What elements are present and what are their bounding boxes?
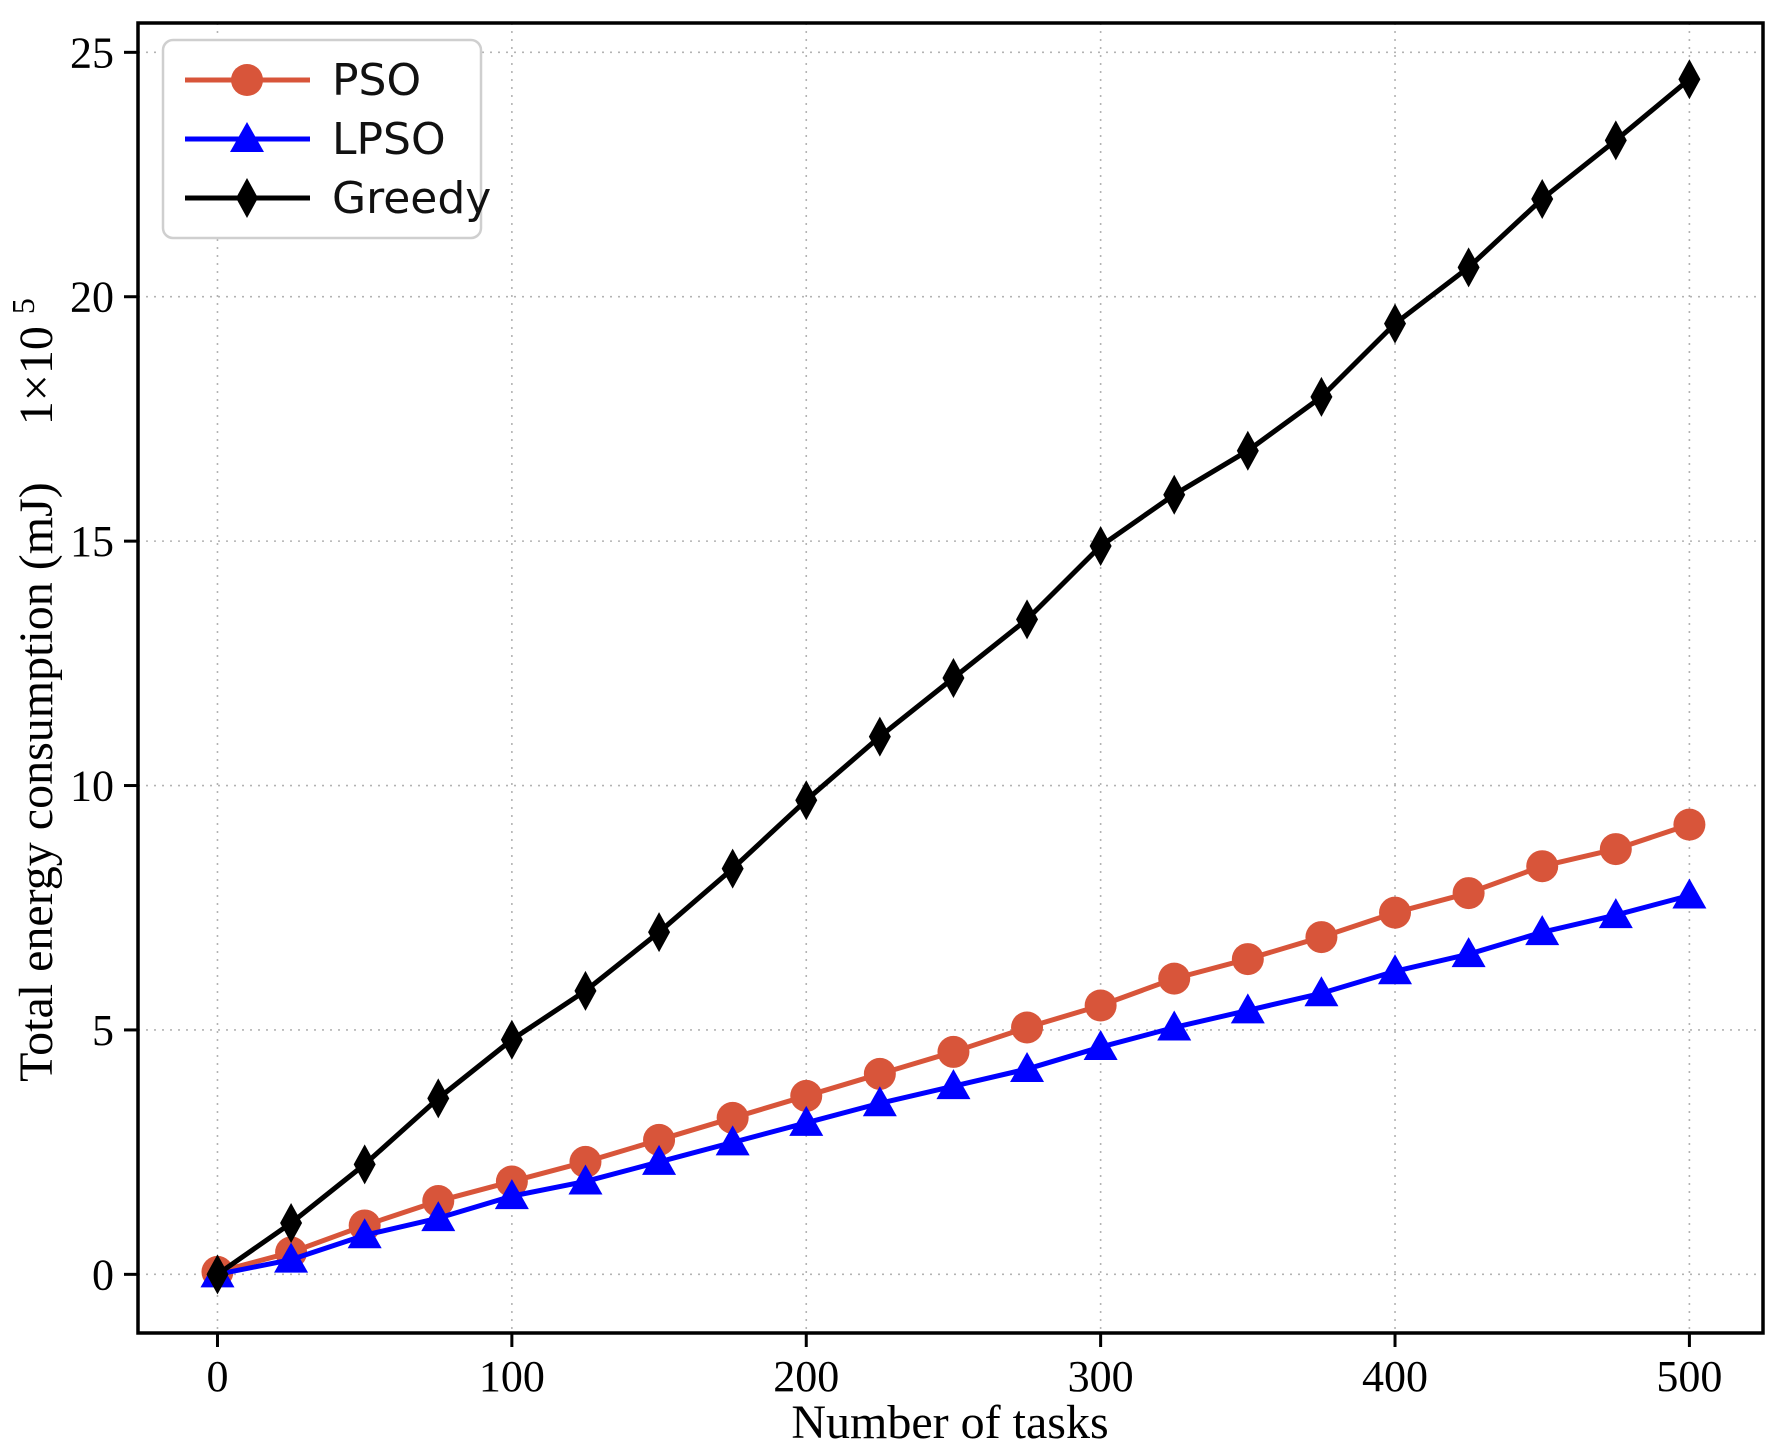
x-tick-label: 100: [479, 1352, 545, 1401]
series-marker-lpso: [1010, 1052, 1045, 1083]
series-marker-greedy: [280, 1203, 303, 1244]
series-marker-lpso: [1378, 954, 1413, 985]
x-tick-label: 0: [206, 1352, 228, 1401]
series-marker-greedy: [1678, 59, 1701, 100]
legend-label-greedy: Greedy: [332, 173, 491, 224]
y-axis-scale-exponent: 5: [5, 298, 41, 314]
y-axis-label-text: Total energy consumption (mJ): [10, 482, 63, 1082]
series-marker-lpso: [715, 1125, 750, 1156]
series-marker-lpso: [1083, 1030, 1118, 1061]
plot-frame: [136, 21, 1765, 1335]
series-marker-greedy: [1457, 247, 1480, 288]
series-marker-pso: [1084, 989, 1117, 1022]
y-tick-label: 25: [70, 28, 114, 77]
x-tick-label: 500: [1656, 1352, 1722, 1401]
series-marker-pso: [1011, 1011, 1044, 1044]
series-marker-greedy: [868, 716, 891, 757]
x-tick-label: 200: [773, 1352, 839, 1401]
series-marker-greedy: [206, 1254, 229, 1295]
series-marker-lpso: [421, 1201, 456, 1232]
series-marker-greedy: [1163, 474, 1186, 515]
series-marker-pso: [1379, 896, 1412, 929]
series-marker-lpso: [936, 1069, 971, 1100]
legend-marker-greedy: [236, 178, 258, 218]
series-marker-pso: [1305, 921, 1338, 954]
legend-label-pso: PSO: [332, 55, 421, 106]
series-marker-greedy: [648, 912, 671, 953]
series-marker-lpso: [1598, 898, 1633, 929]
series-marker-pso: [1452, 877, 1485, 910]
series-marker-lpso: [274, 1242, 309, 1273]
y-tick-label: 20: [70, 273, 114, 322]
series-marker-greedy: [795, 780, 818, 821]
series-marker-greedy: [1531, 178, 1554, 219]
series-marker-pso: [863, 1057, 896, 1090]
series-marker-pso: [1158, 962, 1191, 995]
series-marker-lpso: [862, 1086, 897, 1117]
series-marker-lpso: [347, 1218, 382, 1249]
series-marker-greedy: [574, 970, 597, 1011]
y-tick-label: 0: [92, 1250, 114, 1299]
series-marker-lpso: [1451, 937, 1486, 968]
series-marker-lpso: [1230, 993, 1265, 1024]
x-tick-label: 400: [1362, 1352, 1428, 1401]
axis-ticks: 0 100 200 300 400 500 0 5 10 15 20 25: [70, 28, 1722, 1401]
series-marker-greedy: [500, 1019, 523, 1060]
legend-marker-pso: [231, 64, 263, 96]
legend: PSO LPSO Greedy: [161, 38, 491, 240]
series-marker-greedy: [353, 1144, 376, 1185]
series-marker-greedy: [427, 1078, 450, 1119]
series-marker-lpso: [642, 1144, 677, 1175]
series-marker-greedy: [721, 848, 744, 889]
series-marker-greedy: [1310, 376, 1333, 417]
series-marker-pso: [1599, 833, 1632, 866]
x-tick-label: 300: [1068, 1352, 1134, 1401]
series-marker-pso: [1231, 943, 1264, 976]
series-marker-pso: [422, 1185, 455, 1218]
series-marker-lpso: [1304, 976, 1339, 1007]
series-marker-greedy: [1604, 120, 1627, 161]
series-marker-greedy: [942, 658, 965, 698]
series-marker-pso: [1673, 808, 1706, 841]
y-axis-scale-base: 1×10: [10, 326, 63, 425]
y-tick-label: 5: [92, 1006, 114, 1055]
series-marker-lpso: [494, 1179, 529, 1210]
series-marker-greedy: [1089, 526, 1112, 567]
legend-marker-lpso: [230, 122, 264, 152]
series-marker-lpso: [1525, 915, 1560, 946]
series-marker-lpso: [1157, 1010, 1192, 1041]
y-axis-label: Total energy consumption (mJ) 1×10 5: [5, 298, 63, 1082]
data-series: [200, 59, 1707, 1295]
legend-label-lpso: LPSO: [332, 114, 446, 165]
series-marker-pso: [1526, 850, 1559, 883]
series-marker-pso: [716, 1101, 749, 1134]
series-marker-pso: [643, 1123, 676, 1156]
series-marker-pso: [790, 1079, 823, 1112]
series-marker-lpso: [789, 1105, 824, 1136]
series-marker-lpso: [568, 1164, 603, 1195]
series-marker-pso: [937, 1035, 970, 1068]
series-marker-greedy: [1236, 430, 1259, 471]
series-marker-greedy: [1016, 599, 1039, 640]
series-marker-lpso: [1672, 878, 1707, 909]
series-marker-pso: [569, 1145, 602, 1178]
y-tick-label: 10: [70, 762, 114, 811]
x-axis-label: Number of tasks: [791, 1396, 1108, 1449]
y-tick-label: 15: [70, 517, 114, 566]
series-marker-greedy: [1384, 303, 1407, 344]
